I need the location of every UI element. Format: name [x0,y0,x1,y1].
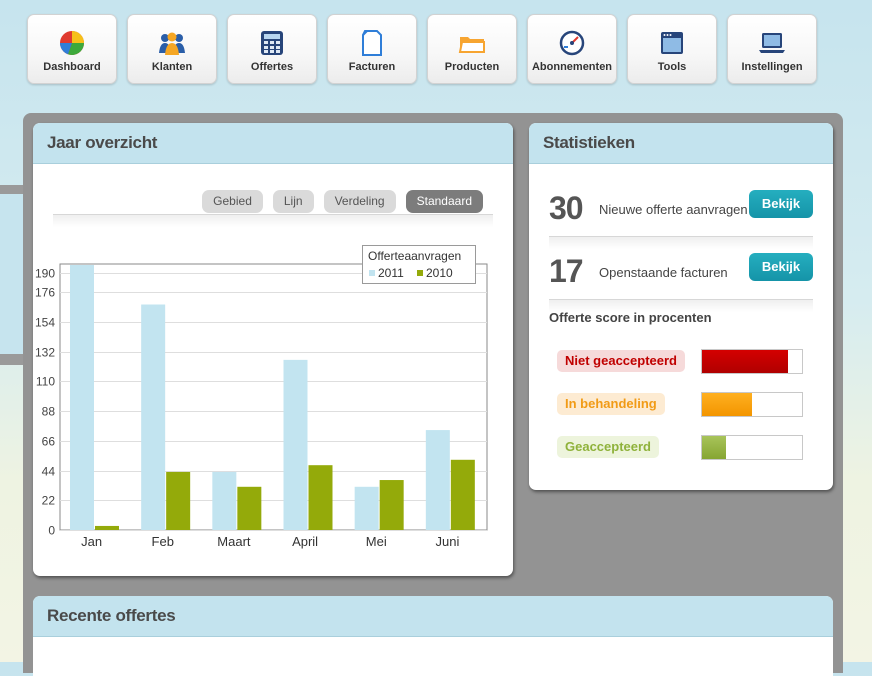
chart-legend [362,245,476,284]
score-label-niet-geaccepteerd: Niet geaccepteerd [557,350,685,372]
y-tick-label: 176 [35,286,55,300]
score-bar-fill [702,436,726,459]
x-tick-label: Mei [366,534,387,549]
y-tick-label: 22 [42,494,56,508]
nav-tools-label: Tools [657,61,687,73]
nav-producten-button[interactable]: Producten [427,14,517,84]
recente-offertes-panel: Recente offertes [33,596,833,676]
nav-facturen-label: Facturen [348,61,396,73]
bar-2010-jan [95,525,119,530]
stat-label: Openstaande facturen [599,265,728,280]
legend-swatch-2010 [417,270,423,276]
y-tick-label: 190 [35,267,55,281]
x-tick-label: April [292,534,318,549]
stat-divider [549,299,813,312]
bar-2010-feb [166,471,191,530]
stat-divider [549,236,813,249]
tab-standaard[interactable]: Standaard [405,190,483,213]
tab-verdeling[interactable]: Verdeling [323,190,396,213]
bar-2011-feb [141,304,166,530]
score-title: Offerte score in procenten [549,310,712,325]
y-tick-label: 66 [42,435,56,449]
jaar-overzicht-title: Jaar overzicht [33,123,513,164]
score-bar-fill [702,350,788,373]
y-tick-label: 110 [36,375,55,389]
calculator-icon [261,31,283,55]
laptop-icon [759,33,785,53]
nav-facturen-button[interactable]: Facturen [327,14,417,84]
x-tick-label: Feb [152,534,174,549]
plot-area [59,263,488,531]
bar-chart: 0 22 44 66 88 110 132 154 176 190 Jan Feb Maart April… [35,245,488,549]
jaar-overzicht-panel: Jaar overzicht Gebied Lijn Verdeling Sta… [33,123,513,576]
bekijk-offertes-button[interactable]: Bekijk [749,190,813,218]
nav-offertes-button[interactable]: Offertes [227,14,317,84]
nav-tools-button[interactable]: Tools [627,14,717,84]
legend-label-2010: 2010 [426,266,453,280]
legend-label-2011: 2011 [378,266,404,280]
y-tick-label: 88 [42,405,56,419]
x-tick-label: Juni [435,534,459,549]
y-tick-label: 132 [35,346,55,360]
score-bar-geaccepteerd [701,435,803,460]
stat-number: 30 [549,190,584,226]
side-decoration-inner [0,194,24,354]
stat-row-offerte-aanvragen: 30 Nieuwe offerte aanvragen Bekijk [549,186,813,230]
legend-title: Offerteaanvragen [368,249,461,263]
score-label-geaccepteerd: Geaccepteerd [557,436,659,458]
score-label-in-behandeling: In behandeling [557,393,665,415]
statistieken-panel: Statistieken 30 Nieuwe offerte aanvragen… [529,123,833,490]
tab-lijn[interactable]: Lijn [272,190,314,213]
main-nav: Dashboard Klanten Offertes [27,14,817,84]
window-icon [661,32,683,54]
y-tick-label: 44 [42,465,56,479]
nav-instellingen-label: Instellingen [741,61,803,73]
chart-type-tabs: Gebied Lijn Verdeling Standaard [202,190,483,213]
nav-instellingen-button[interactable]: Instellingen [727,14,817,84]
bar-2011-april [283,359,308,530]
nav-abonnementen-label: Abonnementen [531,61,613,73]
recente-offertes-title: Recente offertes [33,596,833,637]
stat-label: Nieuwe offerte aanvragen [599,202,748,217]
nav-klanten-label: Klanten [151,61,193,73]
nav-abonnementen-button[interactable]: Abonnementen [527,14,617,84]
statistieken-title: Statistieken [529,123,833,164]
people-icon [159,32,185,55]
score-bar-fill [702,393,752,416]
y-tick-label: 0 [48,524,55,538]
tab-gebied[interactable]: Gebied [202,190,263,213]
x-tick-label: Jan [81,534,102,549]
y-tick-label: 154 [35,316,55,330]
score-bar-in-behandeling [701,392,803,417]
tabs-divider [53,214,493,227]
bar-2011-juni [425,430,450,530]
score-bar-niet-geaccepteerd [701,349,803,374]
bekijk-facturen-button[interactable]: Bekijk [749,253,813,281]
nav-dashboard-button[interactable]: Dashboard [27,14,117,84]
stat-row-openstaande-facturen: 17 Openstaande facturen Bekijk [549,249,813,293]
bar-2010-april [308,465,333,530]
bar-2011-jan [70,265,94,530]
bar-2011-mei [354,486,379,530]
bar-2010-maart [237,486,262,530]
nav-offertes-label: Offertes [250,61,294,73]
x-tick-label: Maart [217,534,251,549]
gauge-icon [559,30,585,56]
nav-klanten-button[interactable]: Klanten [127,14,217,84]
pie-chart-icon [60,31,84,55]
stat-number: 17 [549,253,584,289]
legend-swatch-2011 [369,270,375,276]
bar-2010-mei [379,480,404,530]
document-icon [362,30,382,56]
bar-2011-maart [212,471,237,530]
bar-2010-juni [450,459,475,530]
nav-dashboard-label: Dashboard [43,61,101,73]
nav-producten-label: Producten [444,61,500,73]
folder-icon [458,37,485,53]
